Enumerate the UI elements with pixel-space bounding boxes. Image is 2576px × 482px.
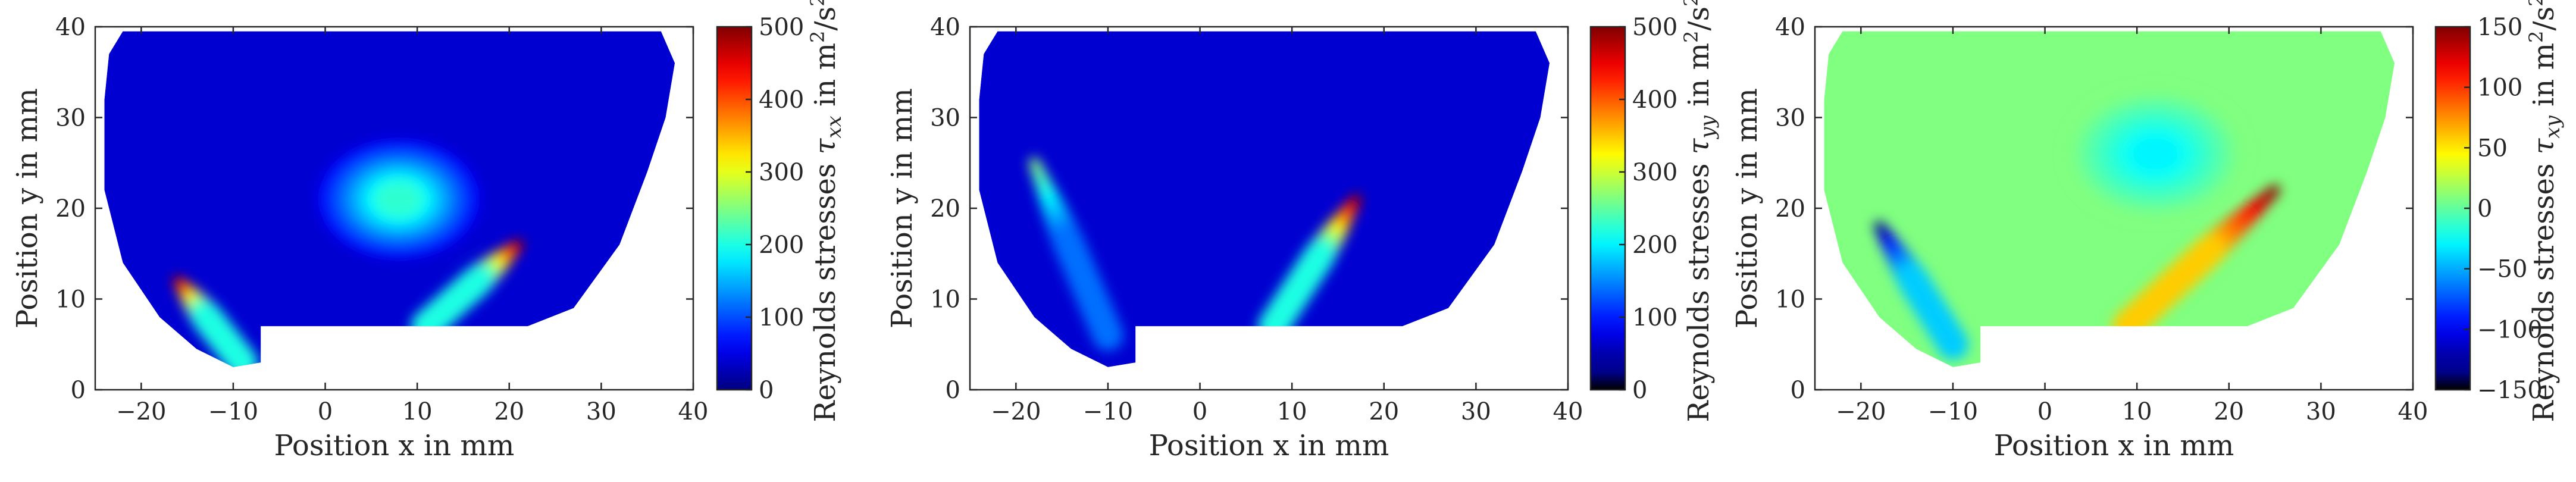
y-tick-label: 0	[946, 377, 960, 404]
x-tick-label: −20	[116, 398, 166, 425]
colorbar-tick-label: 500	[759, 14, 804, 41]
x-tick-label: 30	[2306, 398, 2336, 425]
y-tick-label: 0	[71, 377, 86, 404]
x-tick-label: 10	[1277, 398, 1307, 425]
x-tick-label: 40	[678, 398, 709, 425]
x-tick-label: 40	[1553, 398, 1583, 425]
y-tick-label: 40	[55, 14, 86, 41]
x-tick-label: −10	[1928, 398, 1978, 425]
x-axis-label: Position x in mm	[274, 429, 515, 462]
colorbar-tick-label: −50	[2477, 256, 2527, 283]
colorbar-tick-label: 50	[2477, 134, 2508, 162]
heatmap-feature-2	[1051, 225, 1123, 351]
colorbar-tick-label: 300	[1632, 159, 1677, 186]
y-tick-label: 40	[1775, 14, 1805, 41]
x-axis-label: Position x in mm	[1994, 429, 2234, 462]
heatmap-feature-3	[2131, 136, 2180, 172]
y-axis-label: Position y in mm	[11, 88, 44, 328]
x-tick-label: 0	[1192, 398, 1207, 425]
x-tick-label: 40	[2398, 398, 2428, 425]
y-tick-label: 10	[55, 286, 86, 314]
colorbar-tick-label: −100	[2477, 316, 2543, 343]
y-tick-label: 30	[55, 105, 86, 132]
x-tick-label: −10	[1083, 398, 1133, 425]
x-tick-label: 30	[1461, 398, 1491, 425]
colorbar-tick-label: 100	[1632, 304, 1677, 331]
x-tick-label: −20	[991, 398, 1041, 425]
colorbar-tick-label: 400	[759, 86, 804, 114]
colorbar-tick-label: 200	[1632, 231, 1677, 259]
y-axis-label: Position y in mm	[885, 88, 919, 328]
colorbar-label: Reynolds stresses τyy in m2/s2	[1680, 0, 1720, 422]
y-tick-label: 20	[1775, 195, 1805, 223]
x-tick-label: 10	[402, 398, 433, 425]
colorbar-tick-label: 100	[2477, 74, 2522, 102]
x-axis-label: Position x in mm	[1149, 429, 1389, 462]
colorbar-tick-label: 0	[759, 377, 774, 404]
colorbar-gradient	[717, 27, 752, 390]
colorbar-label: Reynolds stresses τxx in m2/s2	[806, 0, 846, 422]
colorbar-tick-label: 500	[1632, 14, 1677, 41]
colorbar-label: Reynolds stresses τxy in m2/s2	[2525, 0, 2565, 422]
heatmap-field	[104, 31, 675, 367]
x-tick-label: 20	[1369, 398, 1399, 425]
y-tick-label: 10	[930, 286, 960, 314]
colorbar-tick-label: 150	[2477, 14, 2522, 41]
heatmap-feature-1	[1258, 240, 1335, 342]
heatmap-field	[1824, 31, 2395, 367]
x-tick-label: 10	[2122, 398, 2152, 425]
heatmap-feature-3	[375, 181, 423, 217]
heatmap-feature-2	[411, 265, 493, 342]
heatmap-field	[979, 31, 1550, 367]
y-tick-label: 40	[930, 14, 960, 41]
colorbar-tick-label: 0	[2477, 195, 2492, 223]
colorbar-tick-label: 300	[759, 159, 804, 186]
y-tick-label: 30	[1775, 105, 1805, 132]
colorbar-tick-label: −150	[2477, 377, 2543, 404]
y-tick-label: 20	[55, 195, 86, 223]
y-tick-label: 0	[1791, 377, 1805, 404]
y-tick-label: 20	[930, 195, 960, 223]
x-tick-label: 20	[2214, 398, 2244, 425]
x-tick-label: −10	[208, 398, 258, 425]
colorbar-tick-label: 0	[1632, 377, 1647, 404]
y-tick-label: 30	[930, 105, 960, 132]
y-axis-label: Position y in mm	[1730, 88, 1764, 328]
colorbar-gradient	[1591, 27, 1625, 390]
y-tick-label: 10	[1775, 286, 1805, 314]
heatmap-feature-1	[1896, 264, 1968, 360]
x-tick-label: 0	[318, 398, 333, 425]
x-tick-label: −20	[1836, 398, 1886, 425]
heatmap-feature-2	[2112, 236, 2224, 342]
x-tick-label: 0	[2037, 398, 2052, 425]
colorbar-tick-label: 100	[759, 304, 804, 331]
x-tick-label: 30	[586, 398, 616, 425]
colorbar-frame	[1589, 26, 1626, 391]
colorbar-frame	[716, 26, 753, 391]
heatmap-feature-1	[191, 302, 258, 367]
heatmap-background	[979, 31, 1550, 367]
colorbar-tick-label: 200	[759, 231, 804, 259]
x-tick-label: 20	[494, 398, 524, 425]
colorbar-tick-label: 400	[1632, 86, 1677, 114]
